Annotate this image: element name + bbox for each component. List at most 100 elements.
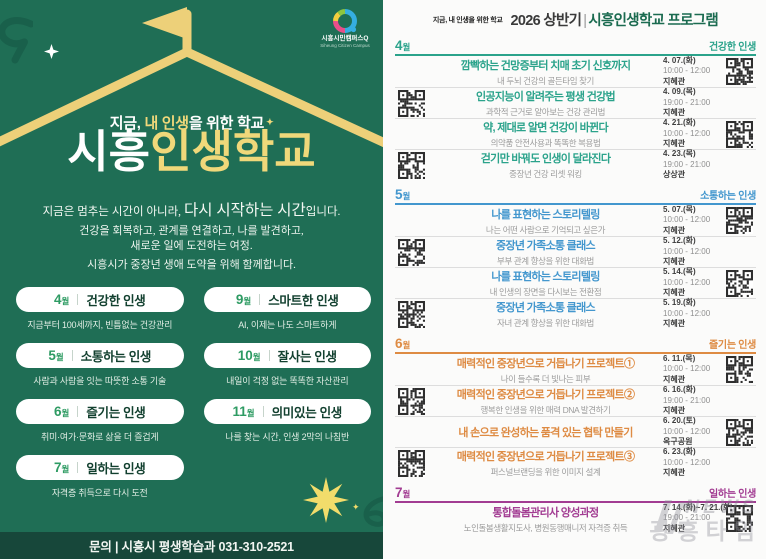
body-line-3: 시흥시가 중장년 생애 도약을 위해 함께합니다. [87,259,296,271]
program-row: 통합돌봄관리사 양성과정 노인돌봄생활지도사, 병원동행매니저 자격증 취득 7. … [395,503,756,534]
program-when: 6. 11.(목) 10:00 - 12:00 지혜관 [663,354,723,385]
program-venue: 지혜관 [663,406,686,416]
section-header: 7월 일하는 인생 [395,485,756,503]
program-title: 나를 표현하는 스토리텔링 [491,208,600,221]
month-pill-label: 소통하는 인생 [80,350,152,364]
lead-post: 입니다. [305,206,341,218]
month-section-4: 4월 건강한 인생 깜빡하는 건망증부터 치매 초기 신호까지 내 두뇌 건강의 골든… [395,38,756,180]
schedule-header: 지금, 내 인생을 위한 학교 2026 상반기 | 시흥인생학교 프로그램 [395,9,756,30]
schedule-title-main: 시흥인생학교 프로그램 [588,13,719,29]
month-block: 5월 소통하는 인생 사람과 사람을 잇는 따뜻한 소통 기술 [16,343,184,387]
program-venue: 지혜관 [663,139,686,149]
section-month-unit: 월 [402,489,411,499]
program-when: 5. 14.(목) 10:00 - 12:00 지혜관 [663,267,723,298]
month-column-2: 9월 스마트한 인생 AI, 이제는 나도 스마트하게 10월 잘사는 인생 내일이 걱정… [203,287,371,499]
month-block: 10월 잘사는 인생 내일이 걱정 없는 똑똑한 자산관리 [203,343,371,387]
month-pill: 6월 즐기는 인생 [16,399,184,424]
month-pill-unit: 월 [252,352,261,362]
qr-code-icon [398,300,425,328]
month-pill-unit: 월 [55,352,64,362]
qr-slot-right [723,120,756,148]
qr-code-icon [398,238,425,266]
qr-code-icon [726,356,753,383]
title-yellow: 인생학교 [150,126,316,177]
program-row: 나를 표현하는 스토리텔링 내 인생의 장면을 다시보는 전환점 5. 14.(목)… [395,267,756,298]
section-month-unit: 월 [402,340,411,350]
month-pill-label: 건강한 인생 [86,294,146,308]
poster-body-line: 건강을 회복하고, 관계를 연결하고, 나를 발견하고, 새로운 일에 도전하는 … [0,224,383,254]
hanger-icon [0,7,383,148]
program-time: 10:00 - 12:00 [663,364,711,374]
month-pill-divider [77,462,79,473]
program-when: 4. 07.(화) 10:00 - 12:00 지혜관 [663,56,723,87]
program-venue: 지혜관 [663,523,686,533]
qr-code-icon [398,151,425,179]
program-when: 5. 07.(목) 10:00 - 12:00 지혜관 [663,205,723,236]
qr-slot-right [723,207,756,234]
month-pill-label: 스마트한 인생 [268,294,339,308]
lead-em: 다시 시작하는 시간 [183,202,306,219]
section-month-unit: 월 [402,191,411,201]
month-pill-caption: AI, 이제는 나도 스마트하게 [238,320,337,330]
program-when: 4. 09.(목) 19:00 - 21:00 지혜관 [663,87,723,118]
program-venue: 지혜관 [663,374,686,384]
section-theme: 건강한 인생 [709,42,756,53]
program-subtitle: 나이 들수록 더 빛나는 피부 [500,373,591,384]
program-row: 인공지능이 알려주는 평생 건강법 과학적 근거로 알아보는 건강 관리법 4. 0… [395,87,756,118]
program-venue: 지혜관 [663,468,686,478]
program-row: 내 손으로 완성하는 품격 있는 협탁 만들기 6. 20.(토) 10:00 - … [395,416,756,447]
program-when: 6. 23.(화) 10:00 - 12:00 지혜관 [663,447,723,478]
program-title: 매력적인 중장년으로 거듭나기 프로젝트③ [456,451,635,463]
month-pill-divider [262,406,264,417]
program-subtitle: 행복한 인생을 위한 매력 DNA 발견하기 [480,405,611,415]
program-title: 인공지능이 알려주는 평생 건강법 [476,91,616,103]
program-title: 약, 제대로 알면 건강이 바뀐다 [483,122,609,134]
month-block: 11월 의미있는 인생 나를 찾는 시간, 인생 2막의 나침반 [203,399,371,443]
schedule-panel: 지금, 내 인생을 위한 학교 2026 상반기 | 시흥인생학교 프로그램 4월 건… [383,0,766,559]
month-pill-number: 10월 [237,348,261,363]
program-title: 걷기만 바꿔도 인생이 달라진다 [480,153,611,165]
program-time: 10:00 - 12:00 [663,66,711,76]
month-pill-label: 즐기는 인생 [86,406,146,420]
program-date: 6. 11.(목) [663,353,696,363]
section-theme: 즐기는 인생 [709,340,756,351]
title-white: 시흥 [67,126,151,177]
program-title: 매력적인 중장년으로 거듭나기 프로젝트② [456,389,635,401]
program-venue: 상상관 [663,170,686,180]
qr-slot-left [395,300,428,328]
program-title: 중장년 가족소통 클래스 [496,240,596,252]
qr-slot-left [395,89,428,117]
program-info: 인공지능이 알려주는 평생 건강법 과학적 근거로 알아보는 건강 관리법 [428,88,663,118]
qr-code-icon [726,207,753,234]
program-row: 걷기만 바꿔도 인생이 달라진다 중장년 건강 리셋 워킹 4. 23.(목) 19:… [395,149,756,180]
month-block: 6월 즐기는 인생 취미·여가·문화로 삶을 더 즐겁게 [16,399,184,443]
schedule-title-prefix: 2026 상반기 [510,13,582,29]
tagline-post: 을 위한 학교 [188,115,265,132]
program-time: 10:00 - 12:00 [663,128,711,138]
month-pill-unit: 월 [61,464,70,474]
program-date: 7. 14.(화)~7. 21.(화) [663,502,734,512]
program-date: 4. 21.(화) [663,118,696,128]
program-date: 4. 09.(목) [663,87,696,97]
poster-tagline: 지금, 내 인생을 위한 학교 ✦ [0,112,383,133]
program-time: 19:00 - 21:00 [663,395,711,405]
program-when: 4. 21.(화) 10:00 - 12:00 지혜관 [663,118,723,149]
tagline-sparkle-icon: ✦ [266,117,274,127]
program-row: 매력적인 중장년으로 거듭나기 프로젝트① 나이 들수록 더 빛나는 피부 6. 1… [395,354,756,385]
month-pill-divider [77,406,79,417]
month-pill-divider [77,294,79,305]
qr-slot-left [395,449,428,477]
section-month: 6월 [395,336,411,351]
month-pill: 4월 건강한 인생 [16,287,184,312]
program-when: 6. 20.(토) 10:00 - 12:00 옥구공원 [663,416,723,447]
month-pill-number: 6월 [53,404,70,419]
month-pill-caption: 내일이 걱정 없는 똑똑한 자산관리 [226,376,349,386]
program-title: 통합돌봄관리사 양성과정 [492,506,600,519]
program-subtitle: 노인돌봄생활지도사, 병원동행매니저 자격증 취득 [463,522,628,533]
month-pill: 9월 스마트한 인생 [203,287,371,312]
program-date: 6. 23.(화) [663,447,696,457]
section-header: 4월 건강한 인생 [395,38,756,56]
